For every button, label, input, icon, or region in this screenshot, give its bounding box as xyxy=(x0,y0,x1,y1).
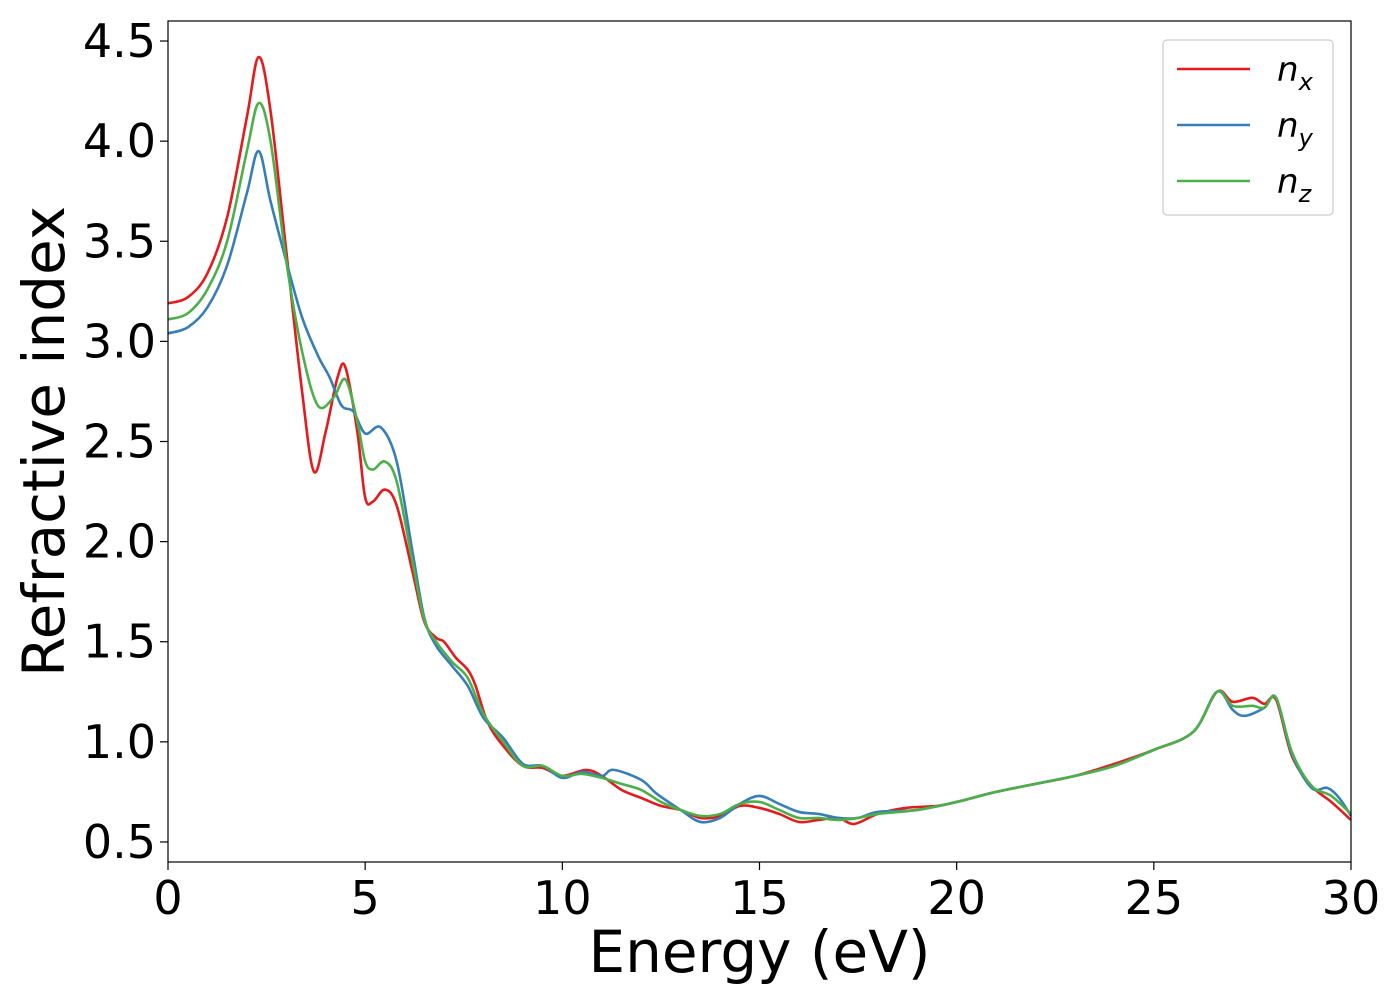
legend-label-n-z: nz xyxy=(1277,162,1313,208)
series-line-n-z xyxy=(167,101,1352,822)
legend-label-main: n xyxy=(1277,162,1299,202)
legend-label-n-y: ny xyxy=(1277,106,1314,152)
legend-label-n-x: nx xyxy=(1277,50,1314,96)
series-layer xyxy=(167,55,1353,826)
y-tick-label: 1.5 xyxy=(83,615,156,669)
y-tick-label: 0.5 xyxy=(83,815,156,869)
y-tick-label: 2.5 xyxy=(83,415,156,469)
y-tick-label: 2.0 xyxy=(83,515,156,569)
x-tick-label: 25 xyxy=(1125,871,1184,925)
x-tick-label: 30 xyxy=(1322,871,1381,925)
y-axis-label: Refractive index xyxy=(10,206,78,677)
series-line-n-x xyxy=(167,55,1352,826)
legend-box xyxy=(1162,39,1334,216)
x-tick-label: 20 xyxy=(927,871,986,925)
y-tick-label: 3.0 xyxy=(83,314,156,368)
x-tick-label: 10 xyxy=(533,871,592,925)
x-tick-label: 5 xyxy=(351,871,380,925)
y-tick-label: 4.0 xyxy=(83,114,156,168)
legend-label-subscript: z xyxy=(1298,180,1313,208)
series-line-n-y xyxy=(167,149,1353,824)
x-axis-ticks: 0 5 10 15 20 25 30 xyxy=(153,862,1380,925)
x-tick-label: 15 xyxy=(730,871,789,925)
legend-label-main: n xyxy=(1277,50,1299,90)
x-axis-label: Energy (eV) xyxy=(588,918,930,986)
legend-label-main: n xyxy=(1277,106,1299,146)
x-tick-label: 0 xyxy=(153,871,182,925)
legend-label-subscript: y xyxy=(1298,124,1314,152)
y-tick-label: 1.0 xyxy=(83,715,156,769)
y-tick-label: 4.5 xyxy=(83,14,156,68)
y-axis-ticks: 0.5 1.0 1.5 2.0 2.5 3.0 3.5 4.0 4.5 xyxy=(83,14,168,869)
y-tick-label: 3.5 xyxy=(83,214,156,268)
legend-label-subscript: x xyxy=(1298,68,1314,96)
